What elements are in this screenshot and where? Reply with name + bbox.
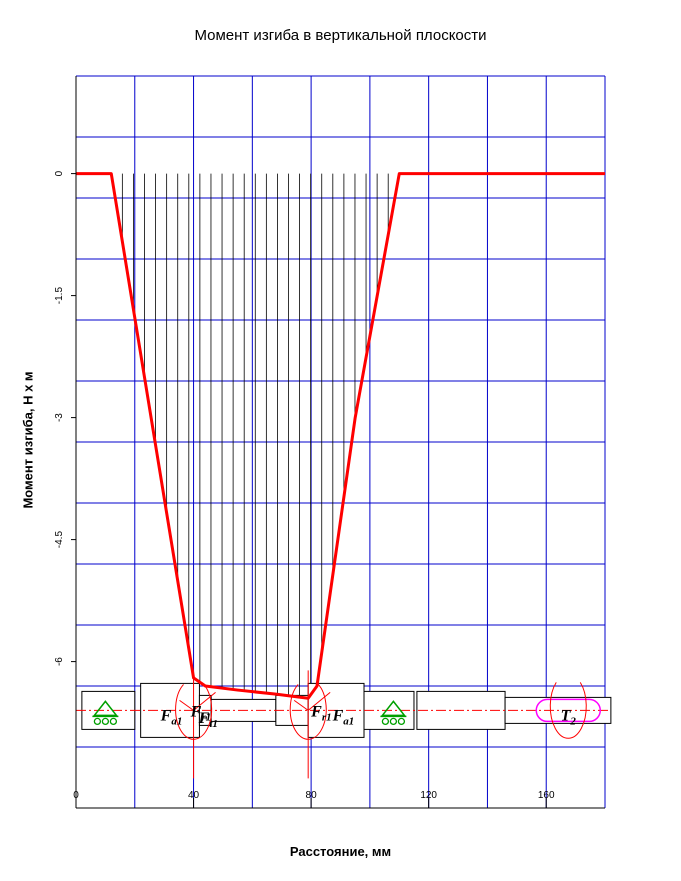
force-arrow	[193, 692, 216, 711]
bearing-roller	[109, 717, 118, 726]
force-label-base: F	[332, 707, 344, 724]
chart-title: Момент изгиба в вертикальной плоскости	[194, 27, 487, 44]
x-axis-label: Расстояние, мм	[289, 844, 392, 859]
y-tick-label: -3	[54, 413, 65, 422]
y-tick-label: 0	[54, 170, 65, 176]
force-label-base: T	[561, 707, 572, 724]
force-label: Ft1	[198, 710, 218, 730]
bearing-roller	[101, 717, 110, 726]
moment-hatching	[121, 173, 389, 698]
force-label-sub: a1	[343, 715, 354, 727]
force-label-sub: 2	[569, 715, 576, 727]
bearing-support-icon	[92, 700, 118, 717]
force-label-base: F	[160, 707, 172, 724]
bearing-roller	[381, 717, 390, 726]
force-arrow	[307, 692, 331, 711]
x-tick-label: 0	[73, 790, 79, 801]
force-label: Fa1	[160, 707, 183, 727]
force-label: Fr1	[190, 703, 211, 723]
shaft-diagram	[76, 670, 612, 779]
force-label: T2	[561, 707, 577, 727]
x-tick-label: 160	[538, 790, 555, 801]
x-tick-label: 120	[420, 790, 437, 801]
x-tick-label: 80	[306, 790, 318, 801]
moment-curve-layer	[76, 172, 605, 700]
bearing-roller	[397, 717, 406, 726]
force-label: Fr1	[310, 703, 331, 723]
x-tick-label: 40	[188, 790, 200, 801]
bearing-roller	[93, 717, 102, 726]
bearing-roller	[389, 717, 398, 726]
force-label-sub: r1	[201, 711, 211, 723]
bearing-support-icon	[380, 700, 406, 717]
torque-slot	[535, 698, 602, 723]
moment-curve-line	[76, 172, 605, 700]
force-arrow	[293, 699, 309, 711]
y-tick-label: -4.5	[54, 531, 65, 549]
force-label-base: F	[198, 710, 210, 727]
y-tick-label: -6	[54, 657, 65, 666]
force-arrow	[179, 699, 194, 711]
y-tick-label: -1.5	[54, 287, 65, 305]
moment-arc	[289, 682, 327, 740]
force-label-sub: t1	[209, 718, 218, 730]
force-label-sub: a1	[171, 715, 182, 727]
moment-arc	[175, 682, 213, 740]
axes: 0 -1.5 -3 -4.5 -6 0 40 80 120 160	[54, 76, 605, 809]
force-label: Fa1	[332, 707, 355, 727]
force-label-base: F	[190, 703, 202, 720]
torque-arc-icon	[549, 682, 587, 739]
force-label-base: F	[310, 703, 322, 720]
force-label-sub: r1	[322, 711, 332, 723]
